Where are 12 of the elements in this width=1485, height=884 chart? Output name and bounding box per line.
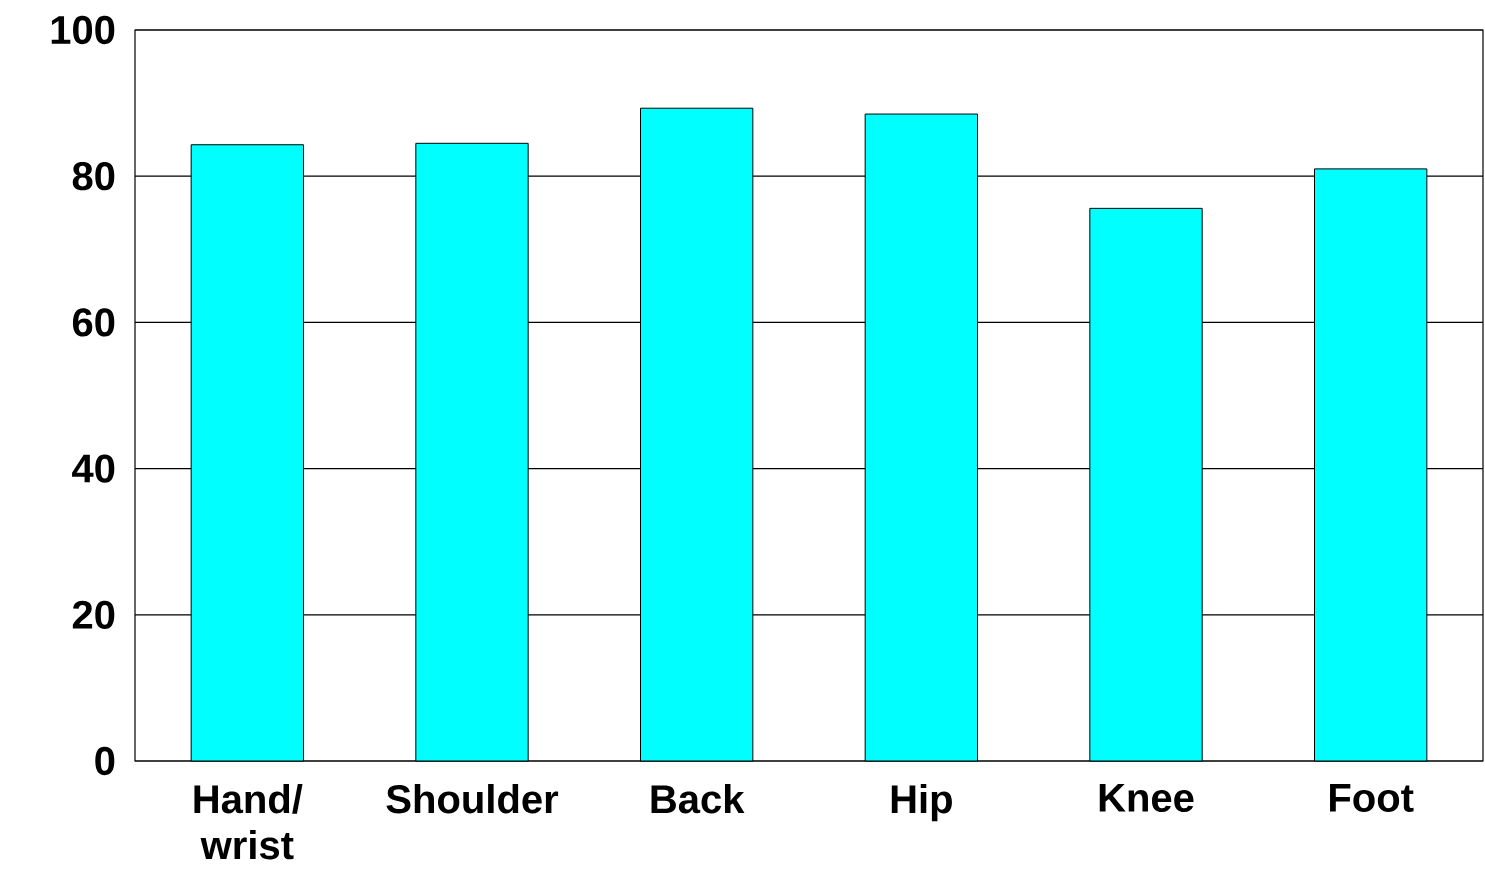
x-tick-label: Knee [1099,784,1194,812]
y-tick-label: 100 [51,15,115,45]
x-tick-label: Back [651,784,745,814]
x-tick-label: Shoulder [386,784,559,814]
x-tick-label: Hip [891,784,952,822]
y-tick-label: 0 [95,746,115,776]
y-tick-label: 80 [72,162,115,191]
y-tick-label: 60 [72,308,115,337]
x-tick-label: Hand/ wrist [194,784,303,860]
y-tick-label: 40 [72,454,115,483]
x-tick-label: Foot [1330,784,1414,812]
y-tick-label: 20 [72,600,115,629]
